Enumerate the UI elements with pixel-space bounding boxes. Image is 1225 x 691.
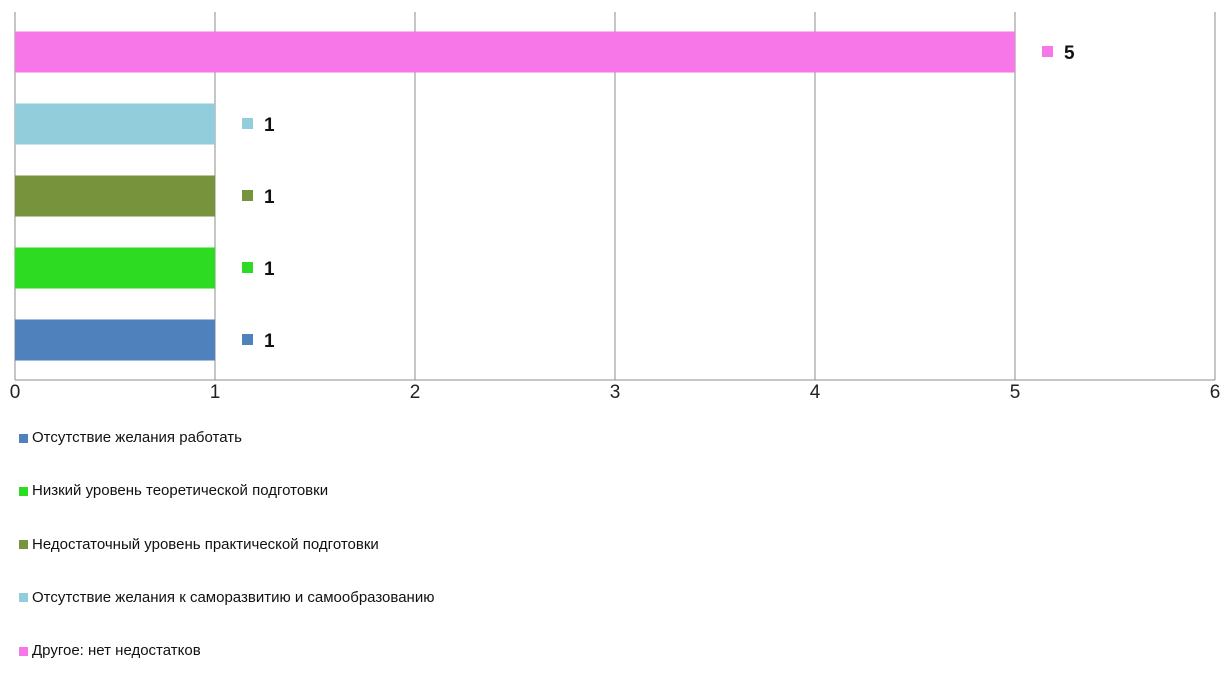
data-label-5: 5 bbox=[1064, 43, 1075, 64]
legend-swatch bbox=[19, 486, 28, 496]
bar-1 bbox=[15, 319, 215, 361]
data-label-marker-1 bbox=[242, 334, 253, 345]
legend-item-1: Отсутствие желания работать bbox=[19, 425, 434, 451]
x-axis-ticks: 0 1 2 3 4 5 6 bbox=[10, 382, 1221, 403]
data-label-marker-4 bbox=[242, 118, 253, 129]
data-label-3: 1 bbox=[264, 187, 275, 208]
bar-chart: 1 1 1 1 5 0 1 2 3 4 5 6 bbox=[10, 12, 1221, 403]
legend-label: Отсутствие желания работать bbox=[32, 429, 242, 446]
x-tick-label-4: 4 bbox=[810, 382, 821, 403]
bar-3 bbox=[15, 175, 215, 217]
legend-label: Недостаточный уровень практической подго… bbox=[32, 535, 379, 553]
legend-swatch bbox=[19, 540, 28, 550]
data-label-1: 1 bbox=[264, 331, 275, 352]
legend-swatch bbox=[19, 433, 28, 443]
legend-item-3: Недостаточный уровень практической подго… bbox=[19, 532, 434, 558]
data-label-4: 1 bbox=[264, 115, 275, 136]
legend-item-2: Низкий уровень теоретической подготовки bbox=[19, 478, 434, 504]
bar-5 bbox=[15, 31, 1015, 73]
data-label-2: 1 bbox=[264, 259, 275, 280]
x-tick-label-6: 6 bbox=[1210, 382, 1221, 403]
gridlines bbox=[14, 12, 1216, 381]
legend: Отсутствие желания работать Низкий уровен… bbox=[19, 425, 434, 691]
legend-item-4: Отсутствие желания к саморазвитию и само… bbox=[19, 585, 434, 611]
legend-label: Отсутствие желания к саморазвитию и само… bbox=[32, 588, 435, 606]
x-tick-label-1: 1 bbox=[210, 382, 221, 403]
data-label-marker-3 bbox=[242, 190, 253, 201]
x-tick-label-5: 5 bbox=[1010, 382, 1021, 403]
data-label-marker-5 bbox=[1042, 46, 1053, 57]
bar-2 bbox=[15, 247, 215, 289]
bars bbox=[15, 31, 1015, 361]
legend-swatch bbox=[19, 593, 28, 603]
data-labels: 1 1 1 1 5 bbox=[242, 43, 1075, 352]
legend-swatch bbox=[19, 646, 28, 656]
legend-item-5: Другое: нет недостатков bbox=[19, 638, 434, 664]
legend-label: Низкий уровень теоретической подготовки bbox=[32, 482, 329, 500]
x-tick-label-2: 2 bbox=[410, 382, 421, 403]
bar-4 bbox=[15, 103, 215, 145]
x-tick-label-3: 3 bbox=[610, 382, 621, 403]
data-label-marker-2 bbox=[242, 262, 253, 273]
x-tick-label-0: 0 bbox=[10, 382, 21, 403]
legend-label: Другое: нет недостатков bbox=[32, 642, 201, 660]
